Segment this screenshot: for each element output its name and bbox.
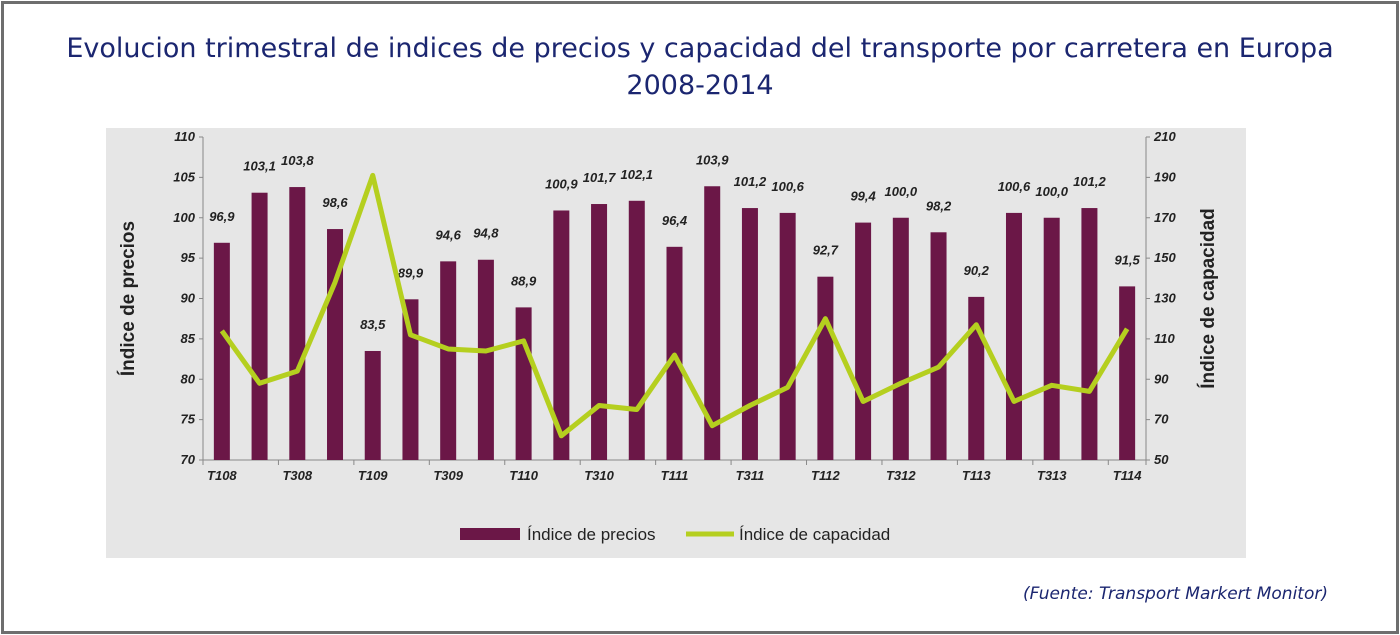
x-tick-label: T110 xyxy=(509,468,538,483)
x-tick-label: T109 xyxy=(358,468,388,483)
right-tick-label: 110 xyxy=(1154,331,1175,346)
price-bar xyxy=(515,307,532,460)
legend-swatch-precios xyxy=(460,528,520,540)
price-data-label: 98,6 xyxy=(322,195,348,210)
price-data-label: 103,8 xyxy=(281,153,314,168)
left-tick-label: 95 xyxy=(181,250,196,265)
x-tick-label: T308 xyxy=(282,468,312,483)
price-data-label: 100,6 xyxy=(771,179,804,194)
price-data-label: 100,0 xyxy=(885,184,918,199)
left-tick-label: 100 xyxy=(173,210,195,225)
x-tick-label: T112 xyxy=(811,468,840,483)
price-data-label: 101,2 xyxy=(1073,174,1106,189)
price-bar xyxy=(968,296,985,460)
price-data-label: 102,1 xyxy=(621,167,654,182)
left-tick-label: 70 xyxy=(181,452,196,467)
x-tick-label: T111 xyxy=(661,468,689,483)
source-note: (Fuente: Transport Markert Monitor) xyxy=(1022,584,1328,604)
price-bar xyxy=(364,350,381,460)
right-tick-label: 130 xyxy=(1154,291,1176,306)
price-bar xyxy=(704,186,721,460)
chart-subtitle: 2008-2014 xyxy=(626,70,774,101)
price-bar xyxy=(591,204,608,460)
price-data-label: 94,6 xyxy=(436,227,462,242)
price-bar xyxy=(817,276,834,460)
legend-label-capacidad: Índice de capacidad xyxy=(739,525,890,544)
price-data-label: 90,2 xyxy=(964,263,990,278)
right-tick-label: 210 xyxy=(1153,129,1176,144)
legend-label-precios: Índice de precios xyxy=(527,525,656,544)
price-bar xyxy=(477,259,494,460)
price-bar xyxy=(402,299,419,460)
left-axis-title: Índice de precios xyxy=(117,221,139,376)
price-data-label: 100,9 xyxy=(545,176,578,191)
price-bar xyxy=(892,217,909,460)
right-tick-label: 190 xyxy=(1154,169,1176,184)
price-data-label: 88,9 xyxy=(511,273,537,288)
price-bar xyxy=(1043,217,1060,460)
price-bar xyxy=(779,212,796,460)
left-tick-label: 105 xyxy=(173,169,195,184)
price-data-label: 103,1 xyxy=(243,159,276,174)
price-data-label: 96,4 xyxy=(662,213,688,228)
price-bar xyxy=(553,210,570,460)
right-tick-label: 150 xyxy=(1154,250,1176,265)
price-data-label: 83,5 xyxy=(360,317,386,332)
price-bar xyxy=(628,200,645,461)
x-tick-label: T312 xyxy=(886,468,916,483)
left-tick-label: 110 xyxy=(174,129,195,144)
price-bar xyxy=(289,187,306,460)
price-bar xyxy=(1119,286,1136,460)
right-tick-label: 90 xyxy=(1154,371,1169,386)
price-bar xyxy=(855,222,872,460)
x-tick-label: T113 xyxy=(962,468,991,483)
price-data-label: 100,0 xyxy=(1035,184,1068,199)
left-tick-label: 85 xyxy=(181,331,196,346)
price-bar xyxy=(213,242,230,460)
x-tick-label: T108 xyxy=(207,468,237,483)
left-tick-label: 80 xyxy=(181,371,196,386)
price-data-label: 96,9 xyxy=(209,209,235,224)
left-tick-label: 75 xyxy=(181,412,196,427)
price-bar xyxy=(1005,212,1022,460)
price-data-label: 100,6 xyxy=(998,179,1031,194)
x-tick-label: T309 xyxy=(433,468,463,483)
price-data-label: 94,8 xyxy=(473,226,499,241)
price-data-label: 103,9 xyxy=(696,152,729,167)
x-tick-label: T114 xyxy=(1113,468,1142,483)
right-tick-label: 170 xyxy=(1154,210,1176,225)
x-tick-label: T310 xyxy=(584,468,614,483)
price-data-label: 92,7 xyxy=(813,243,839,258)
price-bar xyxy=(1081,208,1098,460)
right-tick-label: 50 xyxy=(1154,452,1169,467)
x-tick-label: T311 xyxy=(736,468,765,483)
price-data-label: 98,2 xyxy=(926,198,952,213)
price-bar xyxy=(930,232,947,460)
right-tick-label: 70 xyxy=(1154,412,1169,427)
chart-title: Evolucion trimestral de indices de preci… xyxy=(66,33,1334,64)
price-bar xyxy=(741,208,758,460)
price-bar xyxy=(251,192,268,460)
price-bar xyxy=(440,261,457,460)
price-data-label: 99,4 xyxy=(850,189,876,204)
price-data-label: 101,2 xyxy=(734,174,767,189)
left-tick-label: 90 xyxy=(181,291,196,306)
price-data-label: 101,7 xyxy=(583,170,616,185)
right-axis-title: Índice de capacidad xyxy=(1197,208,1219,389)
x-tick-label: T313 xyxy=(1037,468,1067,483)
price-data-label: 91,5 xyxy=(1114,252,1140,267)
price-data-label: 89,9 xyxy=(398,265,424,280)
